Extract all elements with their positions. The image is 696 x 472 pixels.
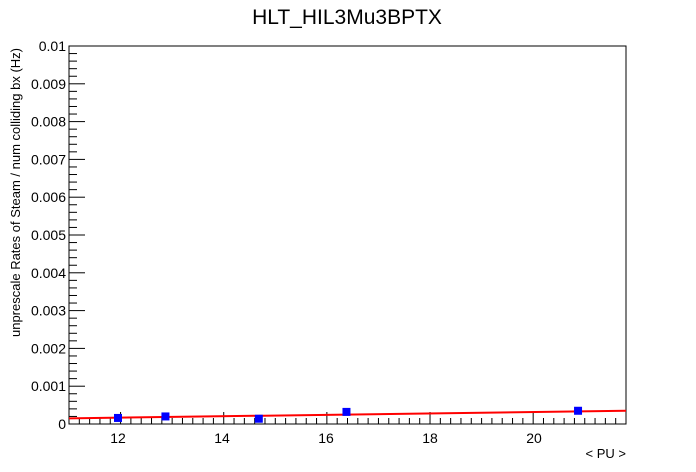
x-tick-label-12: 12 — [110, 430, 126, 446]
y-tick-label: 0.002 — [31, 340, 66, 356]
data-point — [161, 412, 170, 421]
y-tick-label: 0.009 — [31, 76, 66, 92]
y-tick-label: 0.007 — [31, 151, 66, 167]
data-points — [113, 406, 583, 423]
y-tick-label: 0.003 — [31, 303, 66, 319]
data-point — [574, 406, 583, 415]
x-tick-label-20: 20 — [526, 430, 542, 446]
x-tick-label-16: 16 — [318, 430, 334, 446]
y-tick-label: 0 — [58, 416, 66, 432]
y-tick-label: 0.006 — [31, 189, 66, 205]
data-point — [254, 414, 263, 423]
y-tick-label: 0.008 — [31, 114, 66, 130]
x-tick-label-14: 14 — [214, 430, 230, 446]
y-tick-labels: 0 0.001 0.002 0.003 0.004 0.005 0.006 0.007 0.00… — [31, 38, 66, 432]
y-tick-label: 0.004 — [31, 265, 66, 281]
x-axis-title: < PU > — [586, 446, 626, 461]
chart-title: HLT_HIL3Mu3BPTX — [252, 6, 442, 29]
axis-ticks — [68, 45, 627, 425]
data-point — [113, 413, 122, 422]
y-tick-label: 0.001 — [31, 378, 66, 394]
x-tick-label-18: 18 — [422, 430, 438, 446]
data-point — [342, 407, 351, 416]
y-axis-title: unprescale Rates of Steam / num collidin… — [8, 48, 23, 337]
plot-frame — [68, 45, 627, 425]
y-tick-label: 0.005 — [31, 227, 66, 243]
y-tick-label: 0.01 — [39, 38, 66, 54]
